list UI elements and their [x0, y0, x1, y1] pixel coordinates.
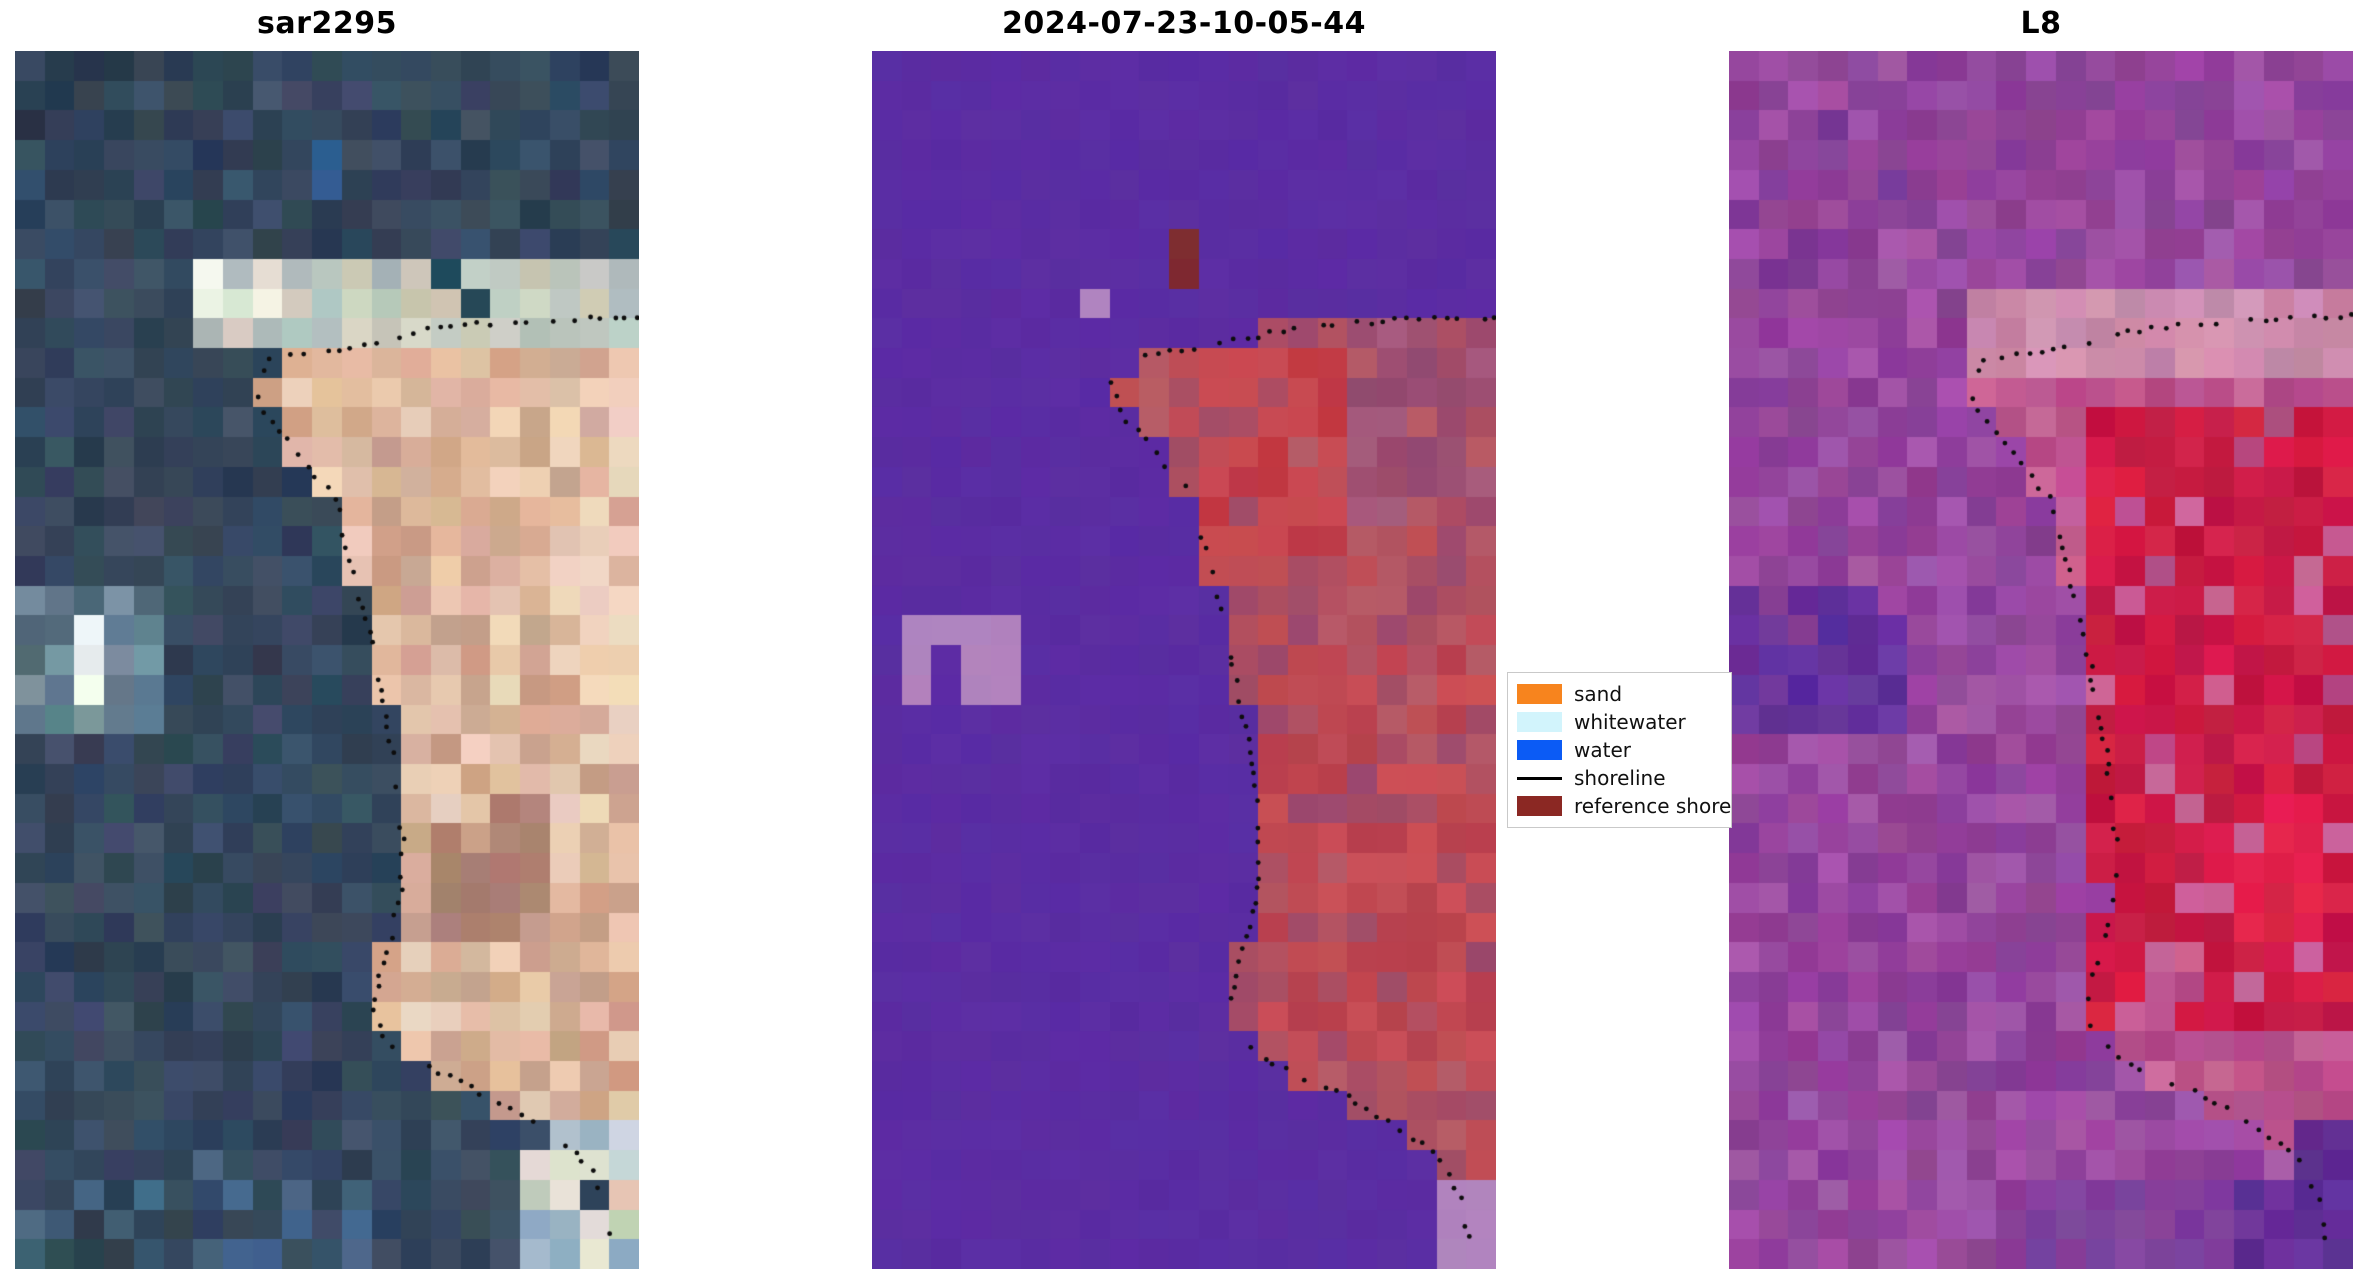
- panel-title-sar2295: sar2295: [257, 6, 397, 41]
- panel-sar2295: sar2295: [15, 6, 639, 1269]
- classified-image: [872, 51, 1496, 1269]
- reference-shore-swatch: [1517, 796, 1562, 816]
- water-swatch: [1517, 740, 1562, 760]
- panel-classified-date: 2024-07-23-10-05-44: [872, 6, 1496, 1269]
- shoreline-line-swatch: [1517, 776, 1562, 780]
- legend-label-water: water: [1574, 738, 1631, 762]
- panel-title-l8: L8: [2020, 6, 2062, 41]
- l8-image: [1729, 51, 2353, 1269]
- legend: sand whitewater water shoreline referenc…: [1507, 672, 1732, 828]
- legend-label-reference-shore: reference shore: [1574, 794, 1731, 818]
- legend-label-whitewater: whitewater: [1574, 710, 1686, 734]
- legend-label-sand: sand: [1574, 682, 1623, 706]
- sand-swatch: [1517, 684, 1562, 704]
- panel-title-date: 2024-07-23-10-05-44: [1002, 6, 1366, 41]
- legend-item-reference-shore: reference shore: [1517, 792, 1731, 820]
- panel-l8: L8: [1729, 6, 2353, 1269]
- legend-item-shoreline: shoreline: [1517, 764, 1731, 792]
- legend-item-whitewater: whitewater: [1517, 708, 1731, 736]
- sar2295-image: [15, 51, 639, 1269]
- legend-item-sand: sand: [1517, 680, 1731, 708]
- whitewater-swatch: [1517, 712, 1562, 732]
- legend-item-water: water: [1517, 736, 1731, 764]
- legend-label-shoreline: shoreline: [1574, 766, 1666, 790]
